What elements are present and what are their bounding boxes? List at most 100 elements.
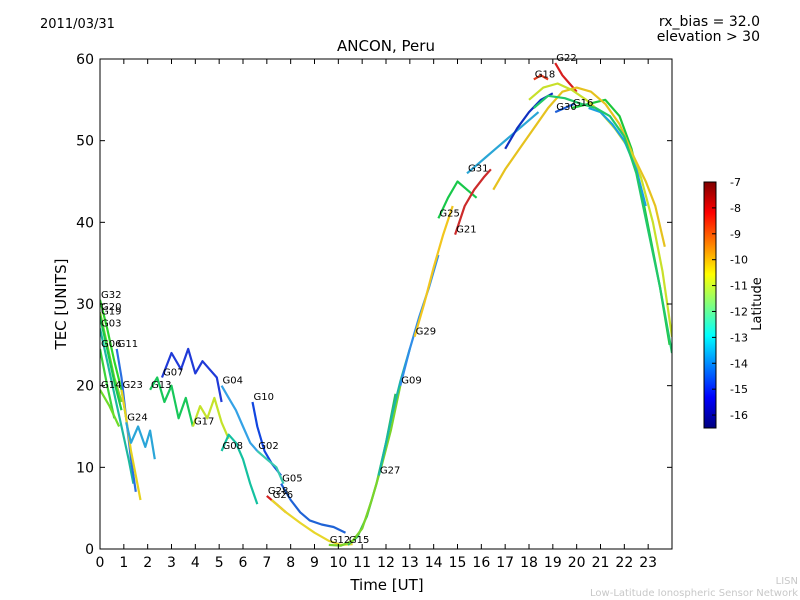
series-line-g12 — [328, 385, 402, 547]
series-label-g08: G08 — [223, 441, 243, 452]
series-line-g19 — [100, 316, 123, 411]
series-line-g10 — [251, 401, 282, 477]
series-label-g32: G32 — [101, 290, 121, 301]
y-tick-label: 40 — [76, 215, 94, 231]
series-label-g02: G02 — [258, 441, 278, 452]
x-tick-label: 17 — [496, 555, 514, 571]
series-label-g19: G19 — [101, 306, 121, 317]
series-line-g18 — [533, 74, 549, 81]
x-tick-label: 6 — [239, 555, 248, 571]
x-tick-label: 7 — [262, 555, 271, 571]
series-label-g04: G04 — [223, 376, 243, 387]
series-line-unlabeled-34 — [588, 106, 647, 207]
x-tick-label: 23 — [639, 555, 657, 571]
series-label-g16: G16 — [573, 98, 593, 109]
y-tick-label: 20 — [76, 379, 94, 395]
series-label-g05: G05 — [282, 474, 302, 485]
series-label-g21: G21 — [456, 225, 476, 236]
colorbar-tick-label: -15 — [730, 383, 748, 396]
x-tick-label: 8 — [286, 555, 295, 571]
elevation-label: elevation > 30 — [656, 29, 760, 45]
series-label-g14: G14 — [101, 380, 121, 391]
series-label-g12: G12 — [330, 535, 350, 546]
colorbar-tick-label: -13 — [730, 331, 748, 344]
series-line-g25 — [437, 180, 478, 219]
colorbar-tick-label: -11 — [730, 280, 748, 293]
series-label-g27: G27 — [380, 466, 400, 477]
series-line-g17 — [191, 396, 230, 440]
x-tick-label: 12 — [377, 555, 395, 571]
series-label-g17: G17 — [194, 417, 214, 428]
colorbar-label: Latitude — [750, 277, 765, 331]
series-line-g05 — [280, 483, 346, 534]
series-line-g03 — [100, 328, 135, 484]
x-tick-label: 21 — [592, 555, 610, 571]
series-line-g23 — [120, 389, 142, 501]
y-tick-label: 0 — [85, 542, 94, 558]
x-tick-label: 20 — [568, 555, 586, 571]
colorbar-tick-label: -9 — [730, 228, 741, 241]
series-label-g30: G30 — [556, 102, 576, 113]
x-tick-label: 0 — [96, 555, 105, 571]
chart-title: ANCON, Peru — [337, 37, 435, 55]
y-tick-label: 50 — [76, 134, 94, 150]
footer-lisn: LISN — [775, 576, 798, 587]
series-line-g29 — [413, 205, 454, 338]
x-tick-label: 3 — [167, 555, 176, 571]
series-line-g21 — [454, 168, 492, 235]
colorbar-tick-label: -7 — [730, 176, 741, 189]
y-tick-label: 30 — [76, 297, 94, 313]
x-tick-label: 16 — [472, 555, 490, 571]
series-label-g26: G26 — [273, 490, 293, 501]
x-tick-label: 5 — [215, 555, 224, 571]
x-tick-label: 18 — [520, 555, 538, 571]
series-line-g07 — [160, 347, 223, 403]
series-line-g02 — [256, 450, 285, 485]
colorbar-tick-label: -16 — [730, 409, 748, 422]
y-tick-label: 10 — [76, 460, 94, 476]
x-tick-label: 1 — [119, 555, 128, 571]
series-line-g06 — [100, 348, 116, 419]
x-tick-label: 22 — [615, 555, 633, 571]
y-tick-label: 60 — [76, 52, 94, 68]
series-label-g03: G03 — [101, 319, 121, 330]
series-label-g24: G24 — [127, 412, 147, 423]
series-label-g31: G31 — [468, 163, 488, 174]
series-line-g04 — [220, 385, 259, 452]
x-tick-label: 10 — [329, 555, 347, 571]
colorbar-tick-label: -10 — [730, 254, 748, 267]
series-label-g20: G20 — [101, 302, 121, 313]
colorbar-tick-label: -12 — [730, 305, 748, 318]
series-line-unlabeled-35 — [533, 94, 672, 354]
y-axis-label: TEC [UNITS] — [52, 259, 70, 351]
series-label-g28: G28 — [268, 486, 288, 497]
series-label-g29: G29 — [416, 327, 436, 338]
series-line-g14 — [100, 389, 121, 427]
x-axis-label: Time [UT] — [349, 576, 423, 594]
series-label-g10: G10 — [254, 392, 274, 403]
x-tick-label: 14 — [425, 555, 443, 571]
series-line-g08 — [220, 433, 259, 505]
colorbar — [703, 181, 717, 429]
series-line-unlabeled-33 — [528, 82, 672, 337]
series-label-g23: G23 — [122, 380, 142, 391]
series-line-g24 — [125, 422, 156, 460]
series-label-g07: G07 — [163, 368, 183, 379]
x-tick-label: 9 — [310, 555, 319, 571]
x-tick-label: 19 — [544, 555, 562, 571]
series-label-g18: G18 — [535, 69, 555, 80]
series-label-g13: G13 — [151, 380, 171, 391]
x-tick-label: 2 — [143, 555, 152, 571]
series-line-g13 — [149, 376, 194, 427]
series-label-g06: G06 — [101, 339, 121, 350]
series-line-g31 — [466, 111, 540, 175]
rx-bias-label: rx_bias = 32.0 — [658, 14, 760, 30]
series-label-g11: G11 — [118, 339, 138, 350]
x-tick-label: 13 — [401, 555, 419, 571]
series-label-g09: G09 — [401, 376, 421, 387]
x-tick-label: 11 — [353, 555, 371, 571]
series-label-g15: G15 — [349, 535, 369, 546]
series-label-g25: G25 — [439, 208, 459, 219]
series-line-unlabeled-32 — [492, 86, 666, 248]
